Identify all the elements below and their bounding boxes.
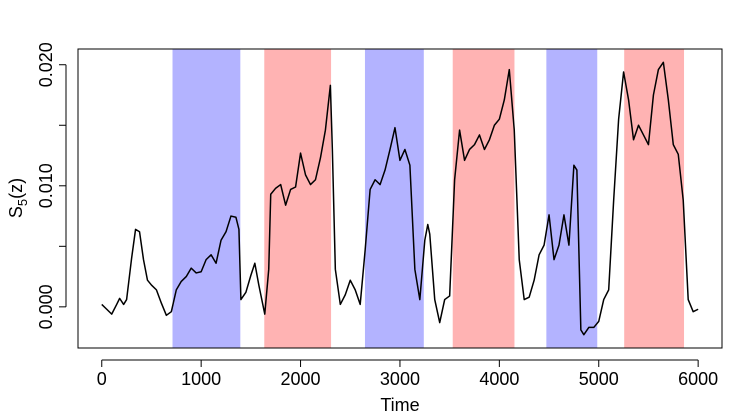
x-tick-label: 1000 — [181, 369, 221, 389]
shaded-region — [264, 49, 332, 348]
data-line — [101, 61, 699, 336]
x-axis-title: Time — [380, 395, 419, 415]
y-title-part: S — [6, 206, 26, 218]
x-tick-label: 2000 — [281, 369, 321, 389]
y-tick-label: 0.000 — [36, 284, 56, 329]
plot-frame — [77, 48, 723, 349]
x-tick-label: 3000 — [380, 369, 420, 389]
x-tick-label: 6000 — [678, 369, 718, 389]
y-tick-label: 0.020 — [36, 42, 56, 87]
y-title-sub: 5 — [15, 199, 30, 206]
x-tick-label: 5000 — [579, 369, 619, 389]
x-tick-label: 4000 — [479, 369, 519, 389]
x-tick-label: 0 — [97, 369, 107, 389]
shaded-region — [172, 49, 241, 348]
y-axis-title: S5(z) — [6, 178, 30, 218]
shaded-region — [624, 49, 685, 348]
shaded-region — [364, 49, 424, 348]
y-title-part: (z) — [6, 178, 26, 199]
y-tick-label: 0.010 — [36, 163, 56, 208]
